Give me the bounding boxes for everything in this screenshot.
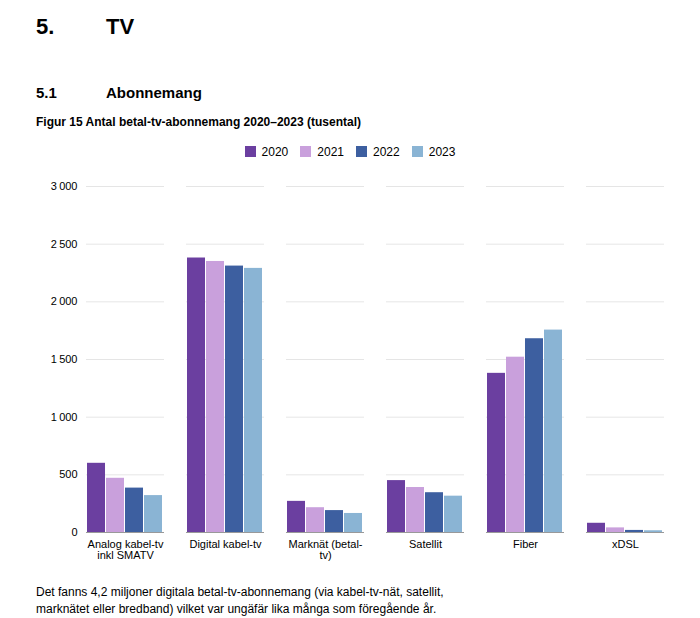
html-text:Figur 15 Antal betal-tv-abonne: Figur 15 Antal betal-tv-abonnemang 2020–…: [36, 115, 361, 129]
html-text:5.: 5.: [36, 14, 55, 39]
svg-text:0: 0: [71, 526, 77, 538]
svg-text:1 500: 1 500: [51, 353, 78, 365]
html-text:Abonnemang: Abonnemang: [106, 84, 202, 101]
svg-text:Marknät (betal-tv): Marknät (betal-tv): [289, 538, 363, 561]
svg-text:Fiber: Fiber: [513, 538, 538, 550]
svg-text:Satellit: Satellit: [409, 538, 442, 550]
svg-text:xDSL: xDSL: [612, 538, 639, 550]
html-text:2022: 2022: [373, 144, 400, 159]
html-text:Det fanns 4,2 miljoner digital: Det fanns 4,2 miljoner digitala betal-tv…: [36, 585, 444, 616]
html-text:5.1: 5.1: [36, 84, 57, 101]
svg-text:Analog kabel-tvinkl SMATV: Analog kabel-tvinkl SMATV: [88, 538, 164, 561]
svg-text:1 000: 1 000: [51, 411, 78, 423]
svg-text:2 000: 2 000: [51, 295, 78, 307]
svg-text:Digital kabel-tv: Digital kabel-tv: [189, 538, 262, 550]
svg-text:2 500: 2 500: [51, 238, 78, 250]
html-text:TV: TV: [106, 14, 135, 39]
html-text:2021: 2021: [317, 144, 344, 159]
html-text:2023: 2023: [428, 144, 456, 159]
svg-text:3 000: 3 000: [51, 180, 78, 192]
html-text:2020: 2020: [261, 144, 289, 159]
svg-text:500: 500: [59, 468, 77, 480]
